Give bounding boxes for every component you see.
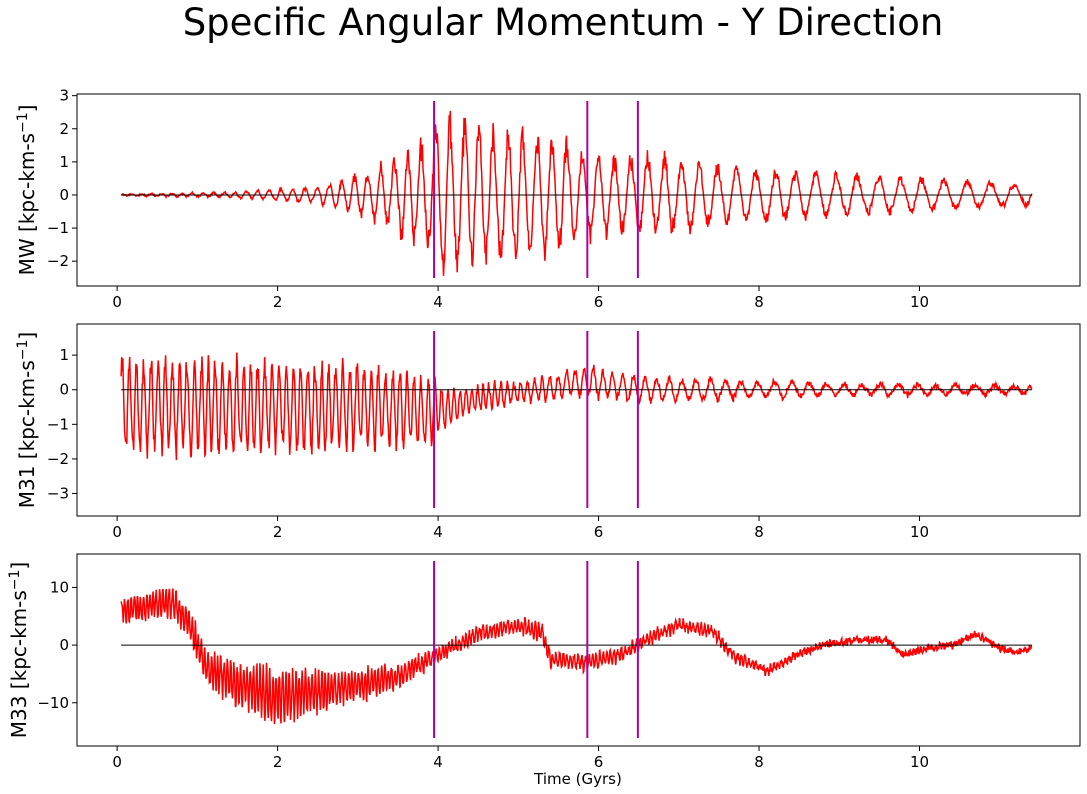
series-line-mw <box>120 110 1033 276</box>
x-tick-label: 0 <box>112 753 122 771</box>
y-axis-label-mw: MW [kpc-km-s−1] <box>15 105 39 276</box>
x-tick-label: 6 <box>594 293 604 311</box>
y-tick-label: −1 <box>47 415 69 433</box>
subplot-mw: 0 2 4 6 8 10 −2 −1 0 1 2 3 MW [kpc-km-s−1] <box>15 87 1081 311</box>
y-tick-label: −10 <box>37 694 69 712</box>
x-axis-label: Time (Gyrs) <box>533 770 622 788</box>
y-tick-label: 0 <box>59 186 69 204</box>
x-tick-label: 4 <box>433 293 443 311</box>
y-tick-label: −1 <box>47 219 69 237</box>
x-tick-label: 6 <box>594 523 604 541</box>
x-tick-label: 10 <box>910 523 929 541</box>
axes-frame <box>76 93 1081 287</box>
y-tick-label: −2 <box>47 450 69 468</box>
y-tick-label: 0 <box>59 381 69 399</box>
y-tick-label: −3 <box>47 485 69 503</box>
chart-title: Specific Angular Momentum - Y Direction <box>183 1 944 44</box>
x-tick-label: 4 <box>433 753 443 771</box>
y-tick-label: 0 <box>59 636 69 654</box>
y-tick-label: 1 <box>59 153 69 171</box>
x-tick-label: 0 <box>112 293 122 311</box>
series-line-m33 <box>120 588 1033 725</box>
x-tick-label: 10 <box>910 293 929 311</box>
y-tick-label: 2 <box>59 120 69 138</box>
series-line-m31 <box>120 352 1033 461</box>
x-tick-label: 4 <box>433 523 443 541</box>
subplot-m33: 0 2 4 6 8 10 −10 0 10 M33 [kpc-km-s−1] <box>7 553 1081 771</box>
y-tick-label: 1 <box>59 346 69 364</box>
x-tick-label: 10 <box>910 753 929 771</box>
axes-frame <box>76 553 1081 747</box>
x-tick-label: 8 <box>754 523 764 541</box>
x-tick-label: 0 <box>112 523 122 541</box>
x-tick-label: 8 <box>754 293 764 311</box>
x-tick-label: 6 <box>594 753 604 771</box>
x-tick-label: 2 <box>273 523 283 541</box>
y-axis-label-m31: M31 [kpc-km-s−1] <box>15 332 39 509</box>
axes-frame <box>76 323 1081 517</box>
y-tick-label: 3 <box>59 87 69 105</box>
subplot-m31: 0 2 4 6 8 10 −3 −2 −1 0 1 M31 [kpc-km-s−1] <box>15 323 1081 541</box>
y-axis-label-m33: M33 [kpc-km-s−1] <box>7 562 31 739</box>
x-tick-label: 2 <box>273 753 283 771</box>
x-tick-label: 2 <box>273 293 283 311</box>
y-tick-label: −2 <box>47 252 69 270</box>
x-tick-label: 8 <box>754 753 764 771</box>
y-tick-label: 10 <box>50 578 69 596</box>
